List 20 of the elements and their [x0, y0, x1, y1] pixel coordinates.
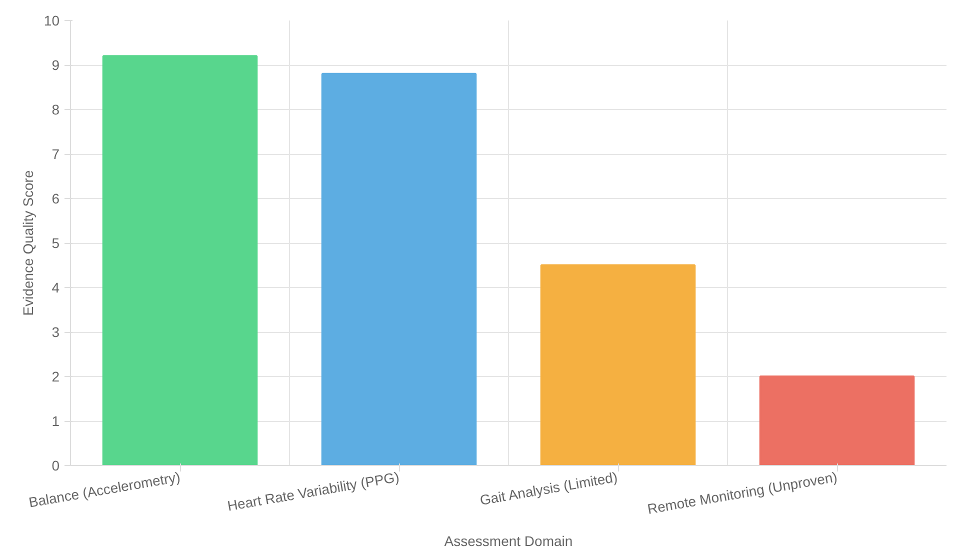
y-tick-label: 7 — [52, 146, 60, 162]
y-axis-title: Evidence Quality Score — [20, 170, 36, 316]
y-tick-label: 9 — [52, 57, 60, 73]
y-tick-label: 0 — [52, 458, 60, 474]
y-tick-label: 1 — [52, 413, 60, 429]
y-tick-label: 2 — [52, 368, 60, 384]
x-axis-title: Assessment Domain — [444, 532, 573, 549]
y-tick-label: 8 — [52, 102, 60, 118]
y-tick-label: 3 — [52, 324, 60, 340]
x-tick-label: Remote Monitoring (Unproven) — [646, 468, 838, 517]
x-tick-label: Gait Analysis (Limited) — [478, 468, 619, 508]
y-tick-label: 5 — [52, 235, 60, 251]
bar — [102, 55, 258, 466]
y-tick-label: 6 — [52, 190, 60, 206]
x-tick-label: Heart Rate Variability (PPG) — [226, 468, 400, 514]
bar — [759, 376, 915, 466]
y-tick-label: 4 — [52, 280, 60, 296]
bar — [540, 264, 696, 466]
y-tick-label: 10 — [44, 12, 60, 28]
bar — [321, 72, 477, 466]
